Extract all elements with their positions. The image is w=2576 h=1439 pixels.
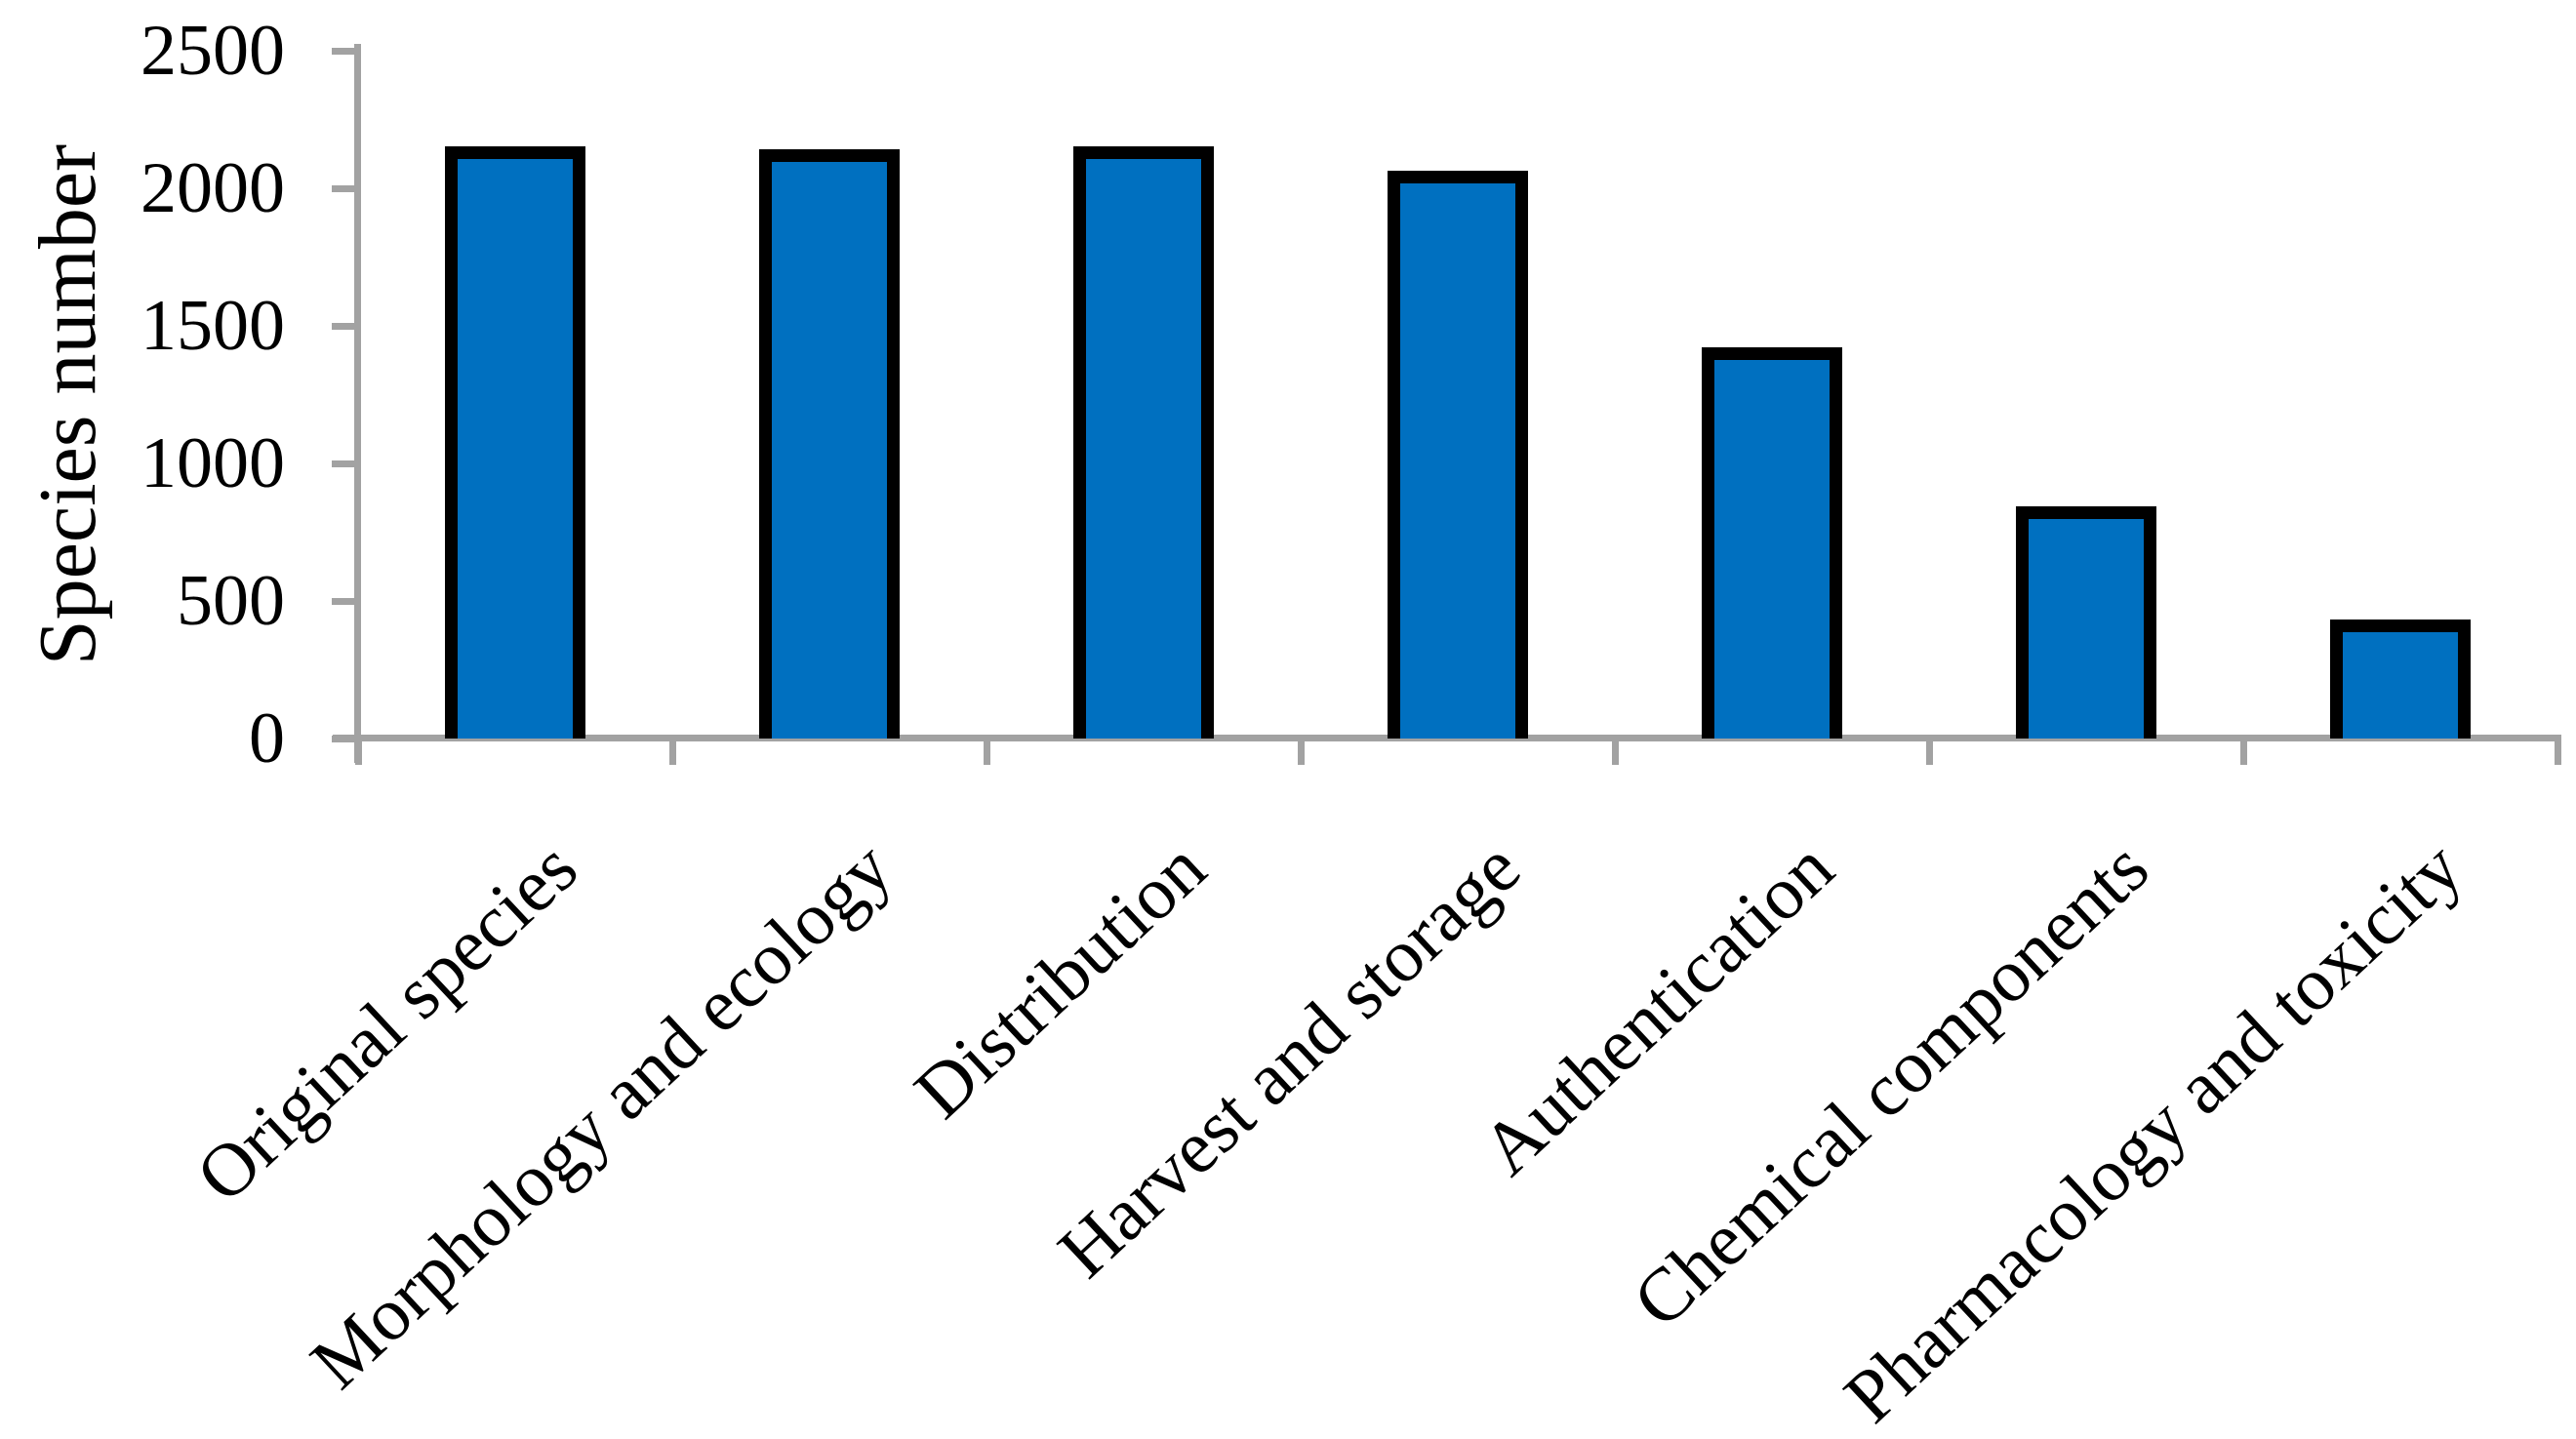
- x-category-label: Pharmacology and toxicity: [1828, 824, 2478, 1439]
- y-tick-label: 2500: [141, 11, 285, 91]
- y-axis-line: [354, 44, 361, 763]
- y-tick: [332, 460, 358, 467]
- y-tick-label: 1000: [141, 423, 285, 503]
- x-tick: [669, 735, 676, 765]
- bar-6: [2016, 506, 2156, 739]
- bar-4: [1388, 171, 1528, 739]
- bar-2: [759, 149, 900, 739]
- y-tick-label: 500: [177, 561, 285, 641]
- y-tick: [332, 323, 358, 330]
- x-tick: [355, 735, 362, 765]
- y-tick: [332, 736, 358, 742]
- bar-5: [1702, 347, 1842, 739]
- y-tick-label: 0: [249, 699, 285, 779]
- x-category-label: Distribution: [898, 824, 1222, 1135]
- bar-3: [1073, 146, 1214, 739]
- y-tick-label: 1500: [141, 286, 285, 366]
- y-tick: [332, 598, 358, 605]
- bar-1: [445, 146, 585, 739]
- x-tick: [2555, 735, 2561, 765]
- y-tick-label: 2000: [141, 148, 285, 228]
- y-tick: [332, 185, 358, 192]
- y-tick: [332, 48, 358, 55]
- x-tick: [984, 735, 990, 765]
- bar-7: [2330, 620, 2471, 739]
- x-tick: [1298, 735, 1305, 765]
- x-tick: [2240, 735, 2247, 765]
- x-tick: [1612, 735, 1619, 765]
- y-axis-title: Species number: [22, 143, 113, 666]
- x-category-label: Morphology and ecology: [294, 824, 907, 1405]
- x-tick: [1926, 735, 1933, 765]
- x-category-label: Chemical components: [1616, 824, 2164, 1343]
